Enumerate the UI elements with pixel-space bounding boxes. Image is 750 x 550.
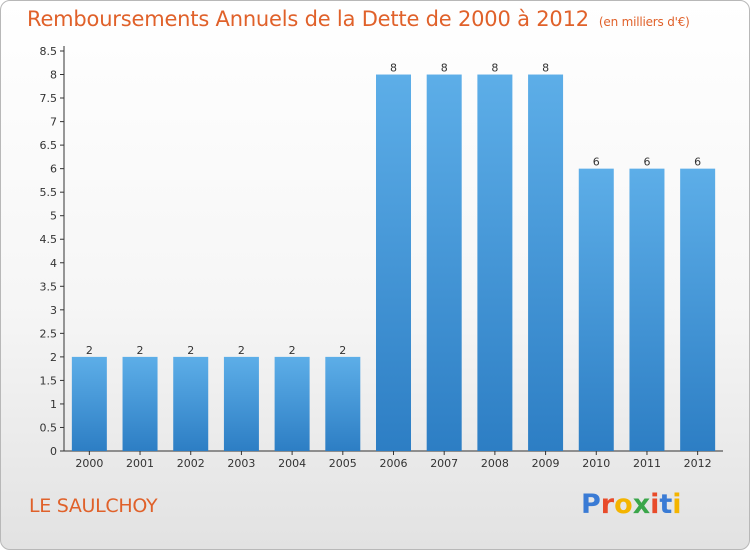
bar-2010 bbox=[578, 168, 614, 451]
x-tick-label: 2004 bbox=[278, 457, 306, 470]
x-tick-label: 2006 bbox=[380, 457, 408, 470]
bar-2004 bbox=[274, 356, 310, 451]
logo-letter: o bbox=[614, 489, 633, 520]
data-label: 8 bbox=[390, 62, 397, 75]
data-label: 6 bbox=[593, 156, 600, 169]
x-tick-label: 2010 bbox=[582, 457, 610, 470]
chart-title-text: Remboursements Annuels de la Dette de 20… bbox=[27, 7, 589, 31]
data-label: 8 bbox=[441, 62, 448, 75]
y-tick-label: 8.5 bbox=[40, 45, 58, 58]
logo-letter: t bbox=[659, 489, 673, 520]
bar-2005 bbox=[325, 356, 361, 451]
bar-2012 bbox=[680, 168, 716, 451]
data-label: 2 bbox=[238, 344, 245, 357]
y-tick-label: 5 bbox=[50, 210, 57, 223]
proxiti-logo: Proxiti bbox=[581, 489, 682, 520]
place-name: LE SAULCHOY bbox=[29, 495, 158, 517]
y-tick-label: 3.5 bbox=[40, 280, 58, 293]
y-tick-label: 0 bbox=[50, 445, 57, 458]
data-label: 2 bbox=[86, 344, 93, 357]
y-tick-label: 7 bbox=[50, 116, 57, 129]
x-tick-label: 2001 bbox=[126, 457, 154, 470]
x-tick-label: 2002 bbox=[177, 457, 205, 470]
x-tick-label: 2003 bbox=[227, 457, 255, 470]
data-label: 8 bbox=[491, 62, 498, 75]
y-tick-label: 6 bbox=[50, 163, 57, 176]
y-tick-label: 3 bbox=[50, 304, 57, 317]
bar-2006 bbox=[376, 74, 411, 451]
bar-2003 bbox=[223, 356, 259, 451]
chart-title: Remboursements Annuels de la Dette de 20… bbox=[27, 7, 690, 31]
y-tick-label: 0.5 bbox=[40, 421, 58, 434]
y-tick-label: 1 bbox=[50, 398, 57, 411]
bar-2002 bbox=[173, 356, 209, 451]
logo-letter: x bbox=[632, 489, 651, 520]
data-label: 6 bbox=[694, 156, 701, 169]
bar-2008 bbox=[477, 74, 513, 451]
chart-labels: 2000 2 2001 2 2002 2 2003 2 2004 2 2005 2 2006 8 2007 8… bbox=[75, 62, 711, 470]
y-tick-label: 2 bbox=[50, 351, 57, 364]
bar-2011 bbox=[629, 168, 665, 451]
y-tick-label: 4 bbox=[50, 257, 57, 270]
logo-letter: r bbox=[600, 489, 615, 520]
bar-2007 bbox=[426, 74, 462, 451]
chart-unit-label: (en milliers d'€) bbox=[598, 15, 690, 29]
data-label: 2 bbox=[339, 344, 346, 357]
logo-letter: i bbox=[672, 489, 682, 520]
y-tick-label: 6.5 bbox=[40, 139, 58, 152]
y-tick-label: 8 bbox=[50, 69, 57, 82]
x-tick-label: 2000 bbox=[75, 457, 103, 470]
data-label: 2 bbox=[289, 344, 296, 357]
logo-letter: i bbox=[650, 489, 660, 520]
bar-2000 bbox=[71, 356, 107, 451]
chart-bars bbox=[71, 74, 716, 451]
data-label: 6 bbox=[643, 156, 650, 169]
logo-letter: P bbox=[581, 489, 601, 520]
data-label: 8 bbox=[542, 62, 549, 75]
x-tick-label: 2005 bbox=[329, 457, 357, 470]
x-tick-label: 2008 bbox=[481, 457, 509, 470]
x-tick-label: 2011 bbox=[633, 457, 661, 470]
chart-axes: 0 0.5 1 1.5 2 2.5 3 3.5 4 4.5 5 5.5 6 6.5 7 7.5 8 8.5 bbox=[40, 45, 723, 458]
bar-2001 bbox=[122, 356, 158, 451]
data-label: 2 bbox=[187, 344, 194, 357]
y-tick-label: 2.5 bbox=[40, 327, 58, 340]
y-tick-label: 7.5 bbox=[40, 92, 58, 105]
y-tick-label: 4.5 bbox=[40, 233, 58, 246]
y-tick-label: 1.5 bbox=[40, 374, 58, 387]
bar-2009 bbox=[528, 74, 564, 451]
x-tick-label: 2007 bbox=[430, 457, 458, 470]
data-label: 2 bbox=[137, 344, 144, 357]
x-tick-label: 2012 bbox=[684, 457, 712, 470]
x-tick-label: 2009 bbox=[532, 457, 560, 470]
y-tick-label: 5.5 bbox=[40, 186, 58, 199]
